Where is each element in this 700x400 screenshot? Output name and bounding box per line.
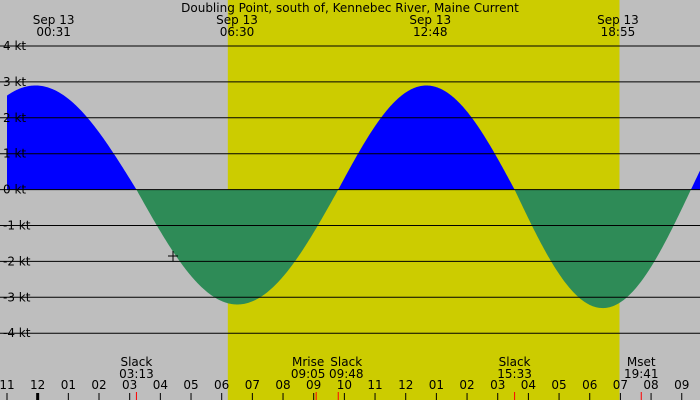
top-label-time: 12:48 [413, 25, 448, 39]
y-tick-label: 0 kt [3, 183, 26, 197]
top-label-date: Sep 13 [597, 13, 639, 27]
x-tick-label: 02 [91, 378, 106, 392]
y-tick-label: -4 kt [3, 326, 31, 340]
x-tick-label: 07 [613, 378, 628, 392]
y-tick-label: 1 kt [3, 147, 26, 161]
x-tick-label: 04 [153, 378, 168, 392]
x-tick-label: 01 [429, 378, 444, 392]
x-tick-label: 08 [275, 378, 290, 392]
x-tick-label: 05 [551, 378, 566, 392]
event-time: 09:48 [329, 367, 364, 381]
x-tick-label: 10 [337, 378, 352, 392]
x-tick-label: 07 [245, 378, 260, 392]
x-tick-label: 12 [30, 378, 45, 392]
event-time: 15:33 [497, 367, 532, 381]
x-tick-label: 05 [183, 378, 198, 392]
y-tick-label: -2 kt [3, 254, 31, 268]
top-label-time: 06:30 [220, 25, 255, 39]
x-tick-label: 02 [459, 378, 474, 392]
event-time: 19:41 [624, 367, 659, 381]
x-tick-label: 03 [490, 378, 505, 392]
top-label-time: 00:31 [36, 25, 71, 39]
y-tick-label: 2 kt [3, 111, 26, 125]
chart-title: Doubling Point, south of, Kennebec River… [181, 1, 519, 15]
x-tick-label: 03 [122, 378, 137, 392]
top-label-date: Sep 13 [216, 13, 258, 27]
x-tick-label: 12 [398, 378, 413, 392]
x-axis-ticks: 11 12 01 02 03 04 05 06 07 08 09 10 11 12 01 02 03 04 05 06… [0, 378, 689, 400]
y-tick-label: -1 kt [3, 219, 31, 233]
top-label-date: Sep 13 [33, 13, 75, 27]
x-tick-label: 06 [214, 378, 229, 392]
x-tick-label: 11 [0, 378, 15, 392]
x-tick-label: 04 [521, 378, 536, 392]
x-tick-label: 11 [367, 378, 382, 392]
event-label: Slack [499, 355, 531, 369]
x-tick-label: 09 [674, 378, 689, 392]
event-label: Mrise [292, 355, 324, 369]
top-label-time: 18:55 [601, 25, 636, 39]
ebb-current-area [7, 189, 700, 309]
x-tick-label: 06 [582, 378, 597, 392]
flood-current-area [7, 85, 700, 190]
x-tick-label: 01 [61, 378, 76, 392]
y-axis-tick-labels: 4 kt 3 kt 2 kt 1 kt 0 kt -1 kt -2 kt -3 kt -4 kt [3, 39, 31, 340]
top-label-date: Sep 13 [409, 13, 451, 27]
event-time: 09:05 [291, 367, 326, 381]
y-tick-label: 3 kt [3, 75, 26, 89]
gridlines [0, 45, 700, 334]
x-tick-label: 09 [306, 378, 321, 392]
event-label: Mset [627, 355, 656, 369]
event-label: Slack [120, 355, 152, 369]
y-tick-label: 4 kt [3, 39, 26, 53]
x-tick-label: 08 [643, 378, 658, 392]
event-labels: Slack03:13Mrise09:05Slack09:48Slack15:33… [119, 355, 659, 400]
y-tick-label: -3 kt [3, 290, 31, 304]
crosshair-cursor [168, 251, 178, 261]
event-label: Slack [330, 355, 362, 369]
event-time: 03:13 [119, 367, 154, 381]
